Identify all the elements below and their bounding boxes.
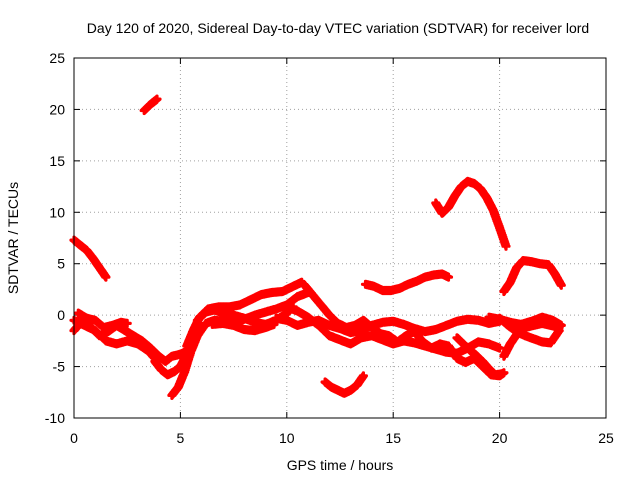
y-tick-label: -5 xyxy=(53,359,66,375)
y-tick-label: 15 xyxy=(49,153,65,169)
x-axis-label: GPS time / hours xyxy=(287,457,394,473)
y-tick-label: 5 xyxy=(57,256,65,272)
tick-labels: 0 5 10 15 20 25 -10 -5 0 5 10 15 20 25 xyxy=(45,50,614,446)
plot-frame xyxy=(73,57,607,419)
series-arc-16 xyxy=(431,176,511,251)
y-tick-label: 25 xyxy=(49,50,65,66)
x-tick-label: 20 xyxy=(492,430,508,446)
series-arc-11 xyxy=(271,313,505,338)
series-arc-15 xyxy=(360,269,454,296)
series-arc-21 xyxy=(499,318,564,361)
y-tick-label: 10 xyxy=(49,204,65,220)
y-axis-label: SDTVAR / TECUs xyxy=(5,182,21,294)
data-layer xyxy=(69,94,566,400)
series-arc-10 xyxy=(207,318,279,336)
x-tick-label: 5 xyxy=(177,430,185,446)
y-tick-label: 20 xyxy=(49,101,65,117)
series-arc-14 xyxy=(320,371,368,398)
chart-title: Day 120 of 2020, Sidereal Day-to-day VTE… xyxy=(87,20,589,36)
y-tick-label: 0 xyxy=(57,307,65,323)
x-tick-label: 0 xyxy=(70,430,78,446)
x-tick-label: 10 xyxy=(279,430,295,446)
series-arc-5 xyxy=(73,308,132,333)
y-tick-label: -10 xyxy=(45,410,65,426)
series-arc-2 xyxy=(139,94,162,116)
series-arc-18 xyxy=(452,333,507,380)
x-tick-label: 25 xyxy=(598,430,614,446)
x-tick-label: 15 xyxy=(385,430,401,446)
series-arc-17 xyxy=(499,256,566,297)
